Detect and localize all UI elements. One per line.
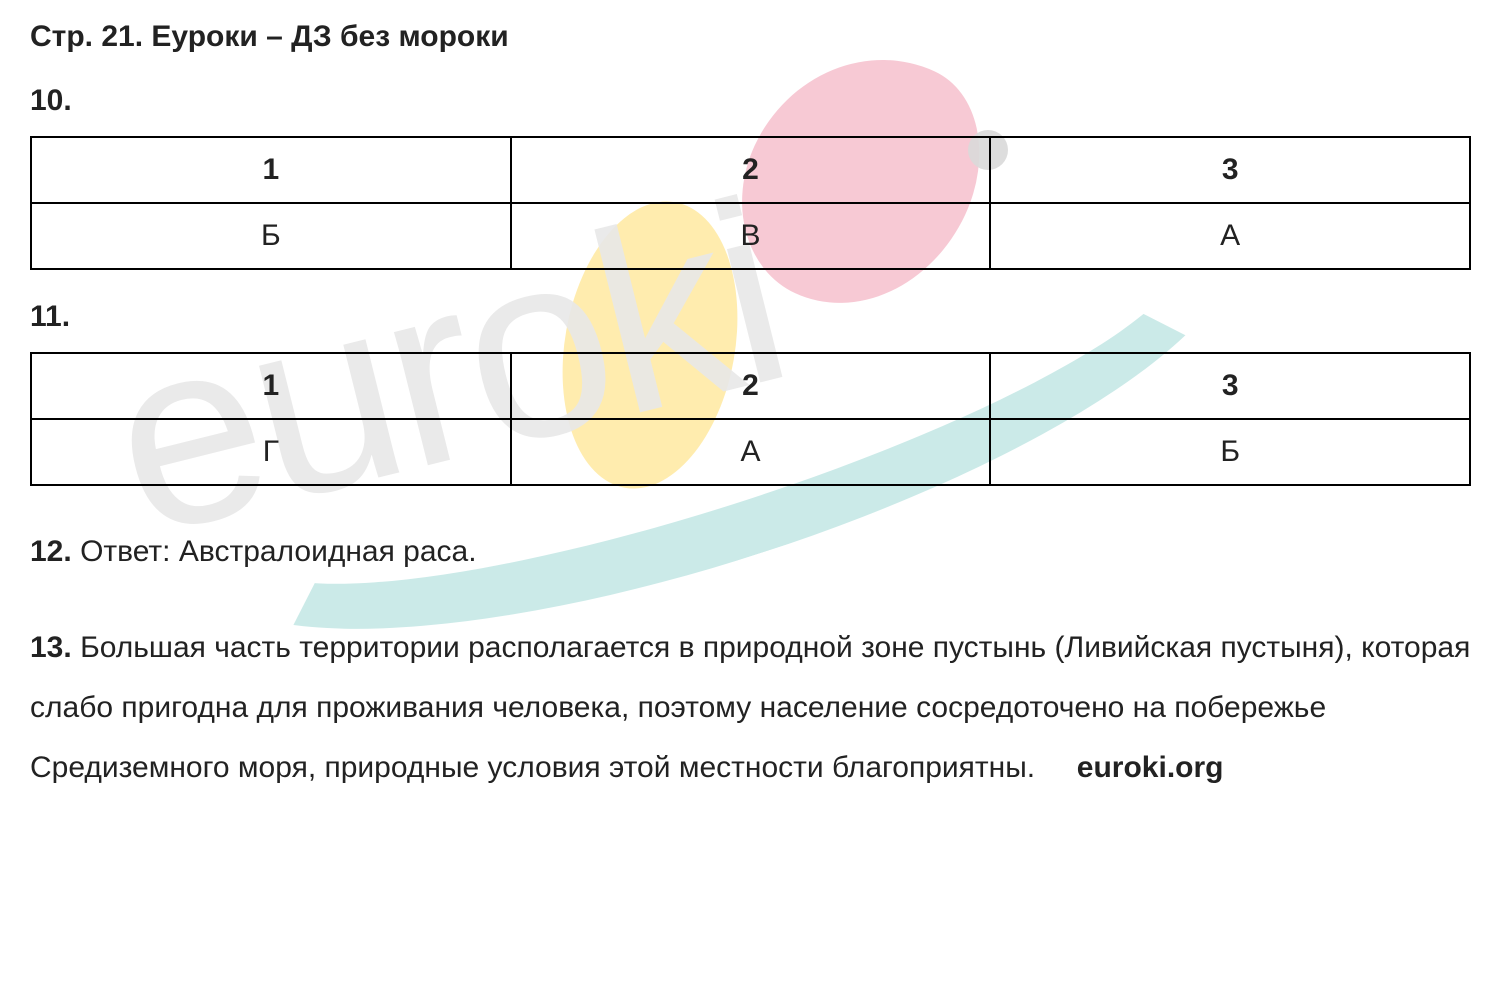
question-13-number: 13. xyxy=(30,631,72,664)
table-cell: Б xyxy=(31,203,511,269)
table-header-cell: 1 xyxy=(31,137,511,203)
question-10-number: 10. xyxy=(30,84,1471,118)
table-header-row: 1 2 3 xyxy=(31,137,1470,203)
footer-brand: euroki.org xyxy=(1077,751,1224,784)
content-layer: Стр. 21. Еуроки – ДЗ без мороки 10. 1 2 … xyxy=(30,20,1471,798)
table-cell: Б xyxy=(990,419,1470,485)
table-header-cell: 2 xyxy=(511,353,991,419)
table-cell: А xyxy=(990,203,1470,269)
question-13-text: Большая часть территории располагается в… xyxy=(30,631,1470,784)
table-row: Б В А xyxy=(31,203,1470,269)
page-title: Стр. 21. Еуроки – ДЗ без мороки xyxy=(30,20,1471,54)
table-header-cell: 1 xyxy=(31,353,511,419)
page-root: euroki Стр. 21. Еуроки – ДЗ без мороки 1… xyxy=(0,0,1501,1000)
table-row: Г А Б xyxy=(31,419,1470,485)
table-header-row: 1 2 3 xyxy=(31,353,1470,419)
question-10-table: 1 2 3 Б В А xyxy=(30,136,1471,270)
table-cell: В xyxy=(511,203,991,269)
question-12-number: 12. xyxy=(30,535,72,568)
question-13-paragraph: 13. Большая часть территории располагает… xyxy=(30,618,1471,798)
table-header-cell: 2 xyxy=(511,137,991,203)
question-11-table: 1 2 3 Г А Б xyxy=(30,352,1471,486)
table-header-cell: 3 xyxy=(990,137,1470,203)
table-cell: Г xyxy=(31,419,511,485)
question-12-paragraph: 12. Ответ: Австралоидная раса. xyxy=(30,522,1471,582)
question-12-text: Ответ: Австралоидная раса. xyxy=(80,535,477,568)
question-11-number: 11. xyxy=(30,300,1471,334)
table-header-cell: 3 xyxy=(990,353,1470,419)
table-cell: А xyxy=(511,419,991,485)
